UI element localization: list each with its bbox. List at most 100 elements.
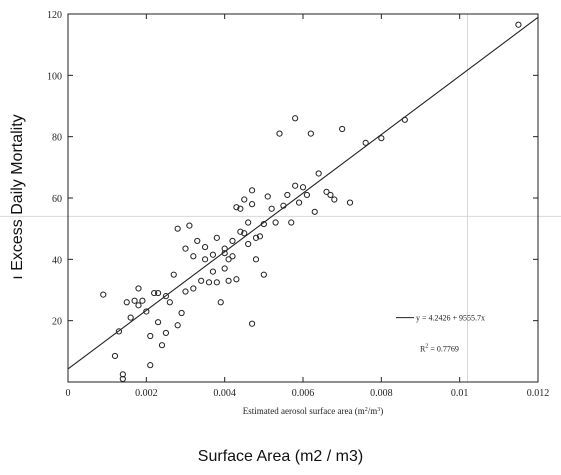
data-point — [221, 265, 228, 272]
data-points — [100, 21, 522, 383]
data-point — [515, 21, 522, 28]
legend-r-squared: R2 = 0.7769 — [420, 343, 459, 353]
data-point — [401, 116, 408, 123]
data-point — [233, 204, 240, 211]
data-point — [362, 139, 369, 146]
crosshair-lines — [0, 14, 561, 382]
data-point — [198, 277, 205, 284]
x-title-sup: 2 — [365, 407, 368, 413]
legend: y = 4.2426 + 9555.7x R2 = 0.7769 — [396, 314, 485, 353]
data-point — [237, 228, 244, 235]
data-point — [233, 276, 240, 283]
data-point — [225, 277, 232, 284]
data-point — [143, 308, 150, 315]
data-point — [311, 208, 318, 215]
data-point — [111, 352, 119, 360]
data-point — [299, 184, 307, 191]
data-point — [229, 253, 236, 260]
data-point — [276, 130, 283, 137]
x-tick-label: 0.004 — [213, 388, 236, 399]
data-point — [245, 240, 252, 248]
y-tick-label: 40 — [52, 255, 62, 266]
data-point — [339, 125, 346, 133]
data-point — [245, 219, 252, 226]
data-point — [209, 268, 217, 275]
data-point — [252, 256, 260, 263]
data-point — [100, 291, 107, 298]
y-tick-label: 60 — [52, 194, 62, 205]
r2-prefix: R — [420, 344, 426, 353]
data-point — [284, 191, 291, 199]
regression-line — [67, 16, 539, 370]
data-point — [213, 279, 220, 286]
data-point — [213, 234, 220, 241]
data-point — [178, 309, 185, 317]
outer-x-axis-label: Surface Area (m2 / m3) — [197, 448, 364, 465]
data-point — [190, 253, 197, 260]
legend-equation: y = 4.2426 + 9555.7x — [416, 314, 485, 323]
data-point — [248, 320, 256, 327]
x-title-mid: /m — [368, 406, 378, 416]
x-title-sup: 3 — [377, 407, 380, 413]
data-point — [331, 196, 338, 203]
r2-value: = 0.7769 — [428, 344, 459, 353]
data-point — [135, 285, 142, 292]
x-tick-label: 0.006 — [292, 388, 315, 399]
y-tick-label: 100 — [47, 71, 62, 82]
data-point — [272, 219, 279, 226]
data-point — [201, 243, 209, 251]
y-tick-label: 120 — [47, 10, 62, 21]
x-tick-label: 0.012 — [527, 388, 550, 399]
data-point — [166, 299, 173, 306]
data-point — [174, 322, 181, 329]
data-point — [182, 288, 189, 295]
data-point — [241, 196, 248, 203]
x-tick-label: 0.002 — [135, 388, 158, 399]
data-point — [205, 279, 213, 286]
data-point — [229, 237, 236, 245]
data-point — [237, 205, 244, 212]
data-point — [115, 328, 123, 335]
data-point — [147, 332, 154, 340]
x-title-main: Estimated aerosol surface area (m — [243, 406, 365, 416]
data-point — [288, 219, 295, 226]
data-point — [323, 188, 330, 195]
data-point — [174, 225, 181, 232]
data-point — [194, 237, 201, 245]
data-point — [307, 130, 314, 137]
data-point — [209, 251, 217, 258]
data-point — [268, 205, 275, 212]
data-point — [241, 230, 248, 237]
data-point — [131, 297, 138, 304]
data-point — [225, 256, 232, 263]
x-tick-label: 0 — [66, 388, 71, 399]
data-point — [292, 115, 299, 122]
data-point — [248, 187, 256, 194]
data-point — [139, 297, 146, 304]
y-tick-label: 80 — [52, 133, 62, 144]
data-point — [123, 299, 130, 306]
data-point — [190, 285, 197, 292]
data-point — [119, 371, 126, 378]
data-point — [248, 201, 256, 208]
data-point — [295, 199, 303, 206]
x-axis-title: Estimated aerosol surface area (m2/m3) — [243, 406, 383, 416]
data-point — [147, 362, 154, 369]
data-point — [303, 191, 311, 199]
data-point — [327, 191, 334, 199]
data-point — [127, 314, 134, 321]
data-point — [170, 271, 177, 278]
data-point — [346, 199, 354, 206]
data-point — [315, 170, 322, 177]
data-point — [154, 319, 162, 326]
axis-ticks: 0 0.002 0.004 0.006 0.008 0.01 0.012 20 40 60 80 10… — [47, 10, 549, 399]
outer-y-axis-label: ı Excess Daily Mortality — [9, 114, 26, 280]
data-point — [292, 182, 299, 189]
data-point — [182, 245, 189, 252]
data-point — [186, 222, 193, 229]
data-point — [162, 329, 170, 337]
fit-line-layer — [67, 16, 539, 370]
data-point — [119, 375, 126, 383]
data-point — [280, 202, 287, 209]
